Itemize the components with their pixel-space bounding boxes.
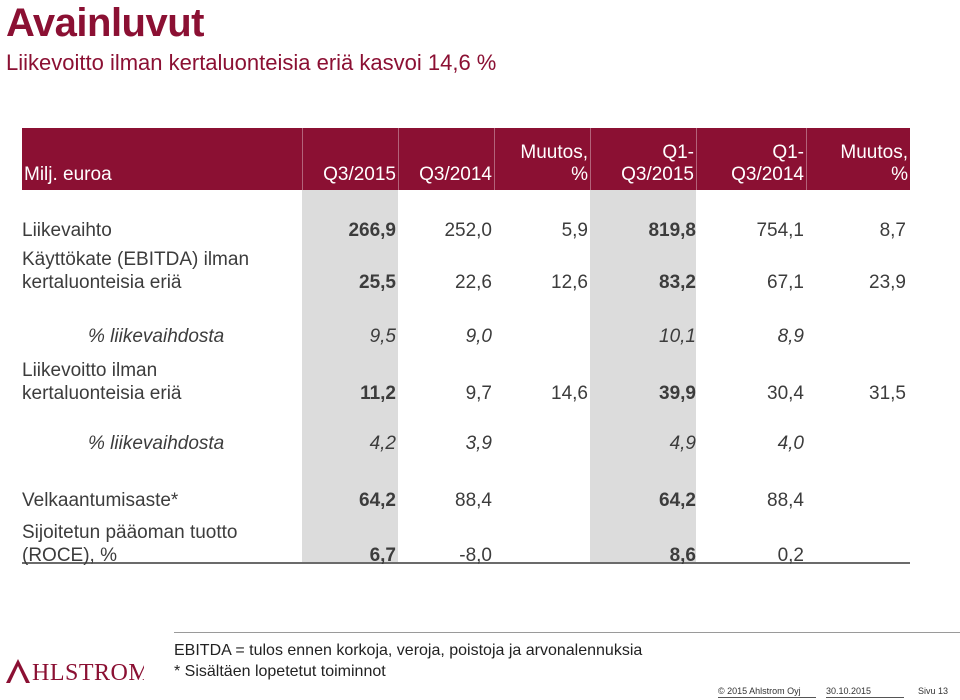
footnote-discontinued: * Sisältäen lopetetut toiminnot xyxy=(174,663,386,680)
footnote-ebitda: EBITDA = tulos ennen korkoja, veroja, po… xyxy=(174,642,643,659)
row-value-col-3: 83,2 xyxy=(659,272,696,293)
row-label: kertaluonteisia eriä xyxy=(22,272,182,293)
header-col-4-line-0: Q1- xyxy=(772,142,804,163)
table-header: Milj. euroa Q3/2015 Q3/2014 Muutos,% Q1- Q3/… xyxy=(22,128,910,190)
row-value-col-3: 10,1 xyxy=(659,326,696,347)
header-col-3-line-1: Q3/2015 xyxy=(621,164,694,185)
row-value-col-0: 25,5 xyxy=(359,272,396,293)
header-col-5-line-1: % xyxy=(891,164,908,185)
row-value-col-1: -8,0 xyxy=(459,545,492,566)
row-label: (ROCE), % xyxy=(22,545,117,566)
header-col-4: Q1- Q3/2014 xyxy=(696,128,804,190)
shade-col-q1q3-2015 xyxy=(590,190,696,562)
row-value-col-0: 11,2 xyxy=(360,383,396,404)
row-label: Sijoitetun pääoman tuotto xyxy=(22,522,238,543)
table-bottom-rule xyxy=(22,562,910,564)
header-col-2-line-0: Muutos, xyxy=(520,142,588,163)
svg-text:HLSTROM: HLSTROM xyxy=(32,660,144,685)
row-label: Liikevoitto ilman xyxy=(22,360,158,381)
row-value-col-4: 754,1 xyxy=(756,220,804,241)
header-col-1-line-0: Q3/2014 xyxy=(419,164,492,185)
shade-col-q3-2015 xyxy=(302,190,398,562)
header-col-1: Q3/2014 xyxy=(398,128,492,190)
row-label: % liikevaihdosta xyxy=(88,326,225,347)
row-value-col-5: 23,9 xyxy=(869,272,906,293)
header-col-5: Muutos,% xyxy=(806,128,908,190)
row-value-col-4: 30,4 xyxy=(767,383,804,404)
row-value-col-0: 9,5 xyxy=(369,326,396,347)
row-label: % liikevaihdosta xyxy=(88,433,225,454)
row-value-col-3: 64,2 xyxy=(659,490,696,511)
row-value-col-3: 4,9 xyxy=(669,433,696,454)
row-value-col-5: 8,7 xyxy=(879,220,906,241)
key-figures-table: Milj. euroa Q3/2015 Q3/2014 Muutos,% Q1- Q3/… xyxy=(22,128,910,566)
header-col-3: Q1- Q3/2015 xyxy=(590,128,694,190)
row-value-col-1: 3,9 xyxy=(465,433,492,454)
row-value-col-2: 14,6 xyxy=(551,383,588,404)
header-col-4-line-1: Q3/2014 xyxy=(731,164,804,185)
row-label: Käyttökate (EBITDA) ilman xyxy=(22,249,250,270)
row-value-col-1: 22,6 xyxy=(455,272,492,293)
row-value-col-3: 39,9 xyxy=(659,383,696,404)
row-value-col-2: 12,6 xyxy=(551,272,588,293)
logo-mark xyxy=(6,659,30,683)
row-label: kertaluonteisia eriä xyxy=(22,383,182,404)
page-title: Avainluvut xyxy=(6,1,205,45)
row-value-col-3: 8,6 xyxy=(669,545,696,566)
row-value-col-5: 31,5 xyxy=(869,383,906,404)
row-value-col-3: 819,8 xyxy=(648,220,696,241)
footer-copyright: © 2015 Ahlstrom Oyj xyxy=(718,686,801,696)
row-label: Liikevaihto xyxy=(22,220,112,241)
row-value-col-4: 8,9 xyxy=(777,326,804,347)
row-value-col-2: 5,9 xyxy=(561,220,588,241)
footnote-divider xyxy=(174,632,960,633)
page-subtitle: Liikevoitto ilman kertaluonteisia eriä k… xyxy=(6,50,497,75)
footer-date: 30.10.2015 xyxy=(826,686,872,696)
row-value-col-0: 4,2 xyxy=(369,433,396,454)
row-value-col-4: 4,0 xyxy=(777,433,804,454)
header-col-5-line-0: Muutos, xyxy=(840,142,908,163)
row-value-col-0: 6,7 xyxy=(369,545,396,566)
row-label: Velkaantumisaste* xyxy=(22,490,179,511)
row-value-col-1: 9,0 xyxy=(465,326,492,347)
row-value-col-1: 9,7 xyxy=(465,383,492,404)
row-value-col-1: 88,4 xyxy=(455,490,492,511)
row-value-col-1: 252,0 xyxy=(444,220,492,241)
row-value-col-0: 64,2 xyxy=(359,490,396,511)
header-col-2-line-1: % xyxy=(571,164,588,185)
header-col-0-line-0: Q3/2015 xyxy=(323,164,396,185)
row-value-col-4: 88,4 xyxy=(767,490,804,511)
header-col-3-line-0: Q1- xyxy=(662,142,694,163)
header-col-0: Q3/2015 xyxy=(302,128,396,190)
header-unit: Milj. euroa xyxy=(24,164,112,185)
ahlstrom-logo: HLSTROM xyxy=(6,659,144,685)
header-col-2: Muutos,% xyxy=(494,128,588,190)
footer-page: Sivu 13 xyxy=(918,686,949,696)
row-value-col-4: 67,1 xyxy=(767,272,804,293)
row-value-col-0: 266,9 xyxy=(348,220,396,241)
row-value-col-4: 0,2 xyxy=(777,545,804,566)
